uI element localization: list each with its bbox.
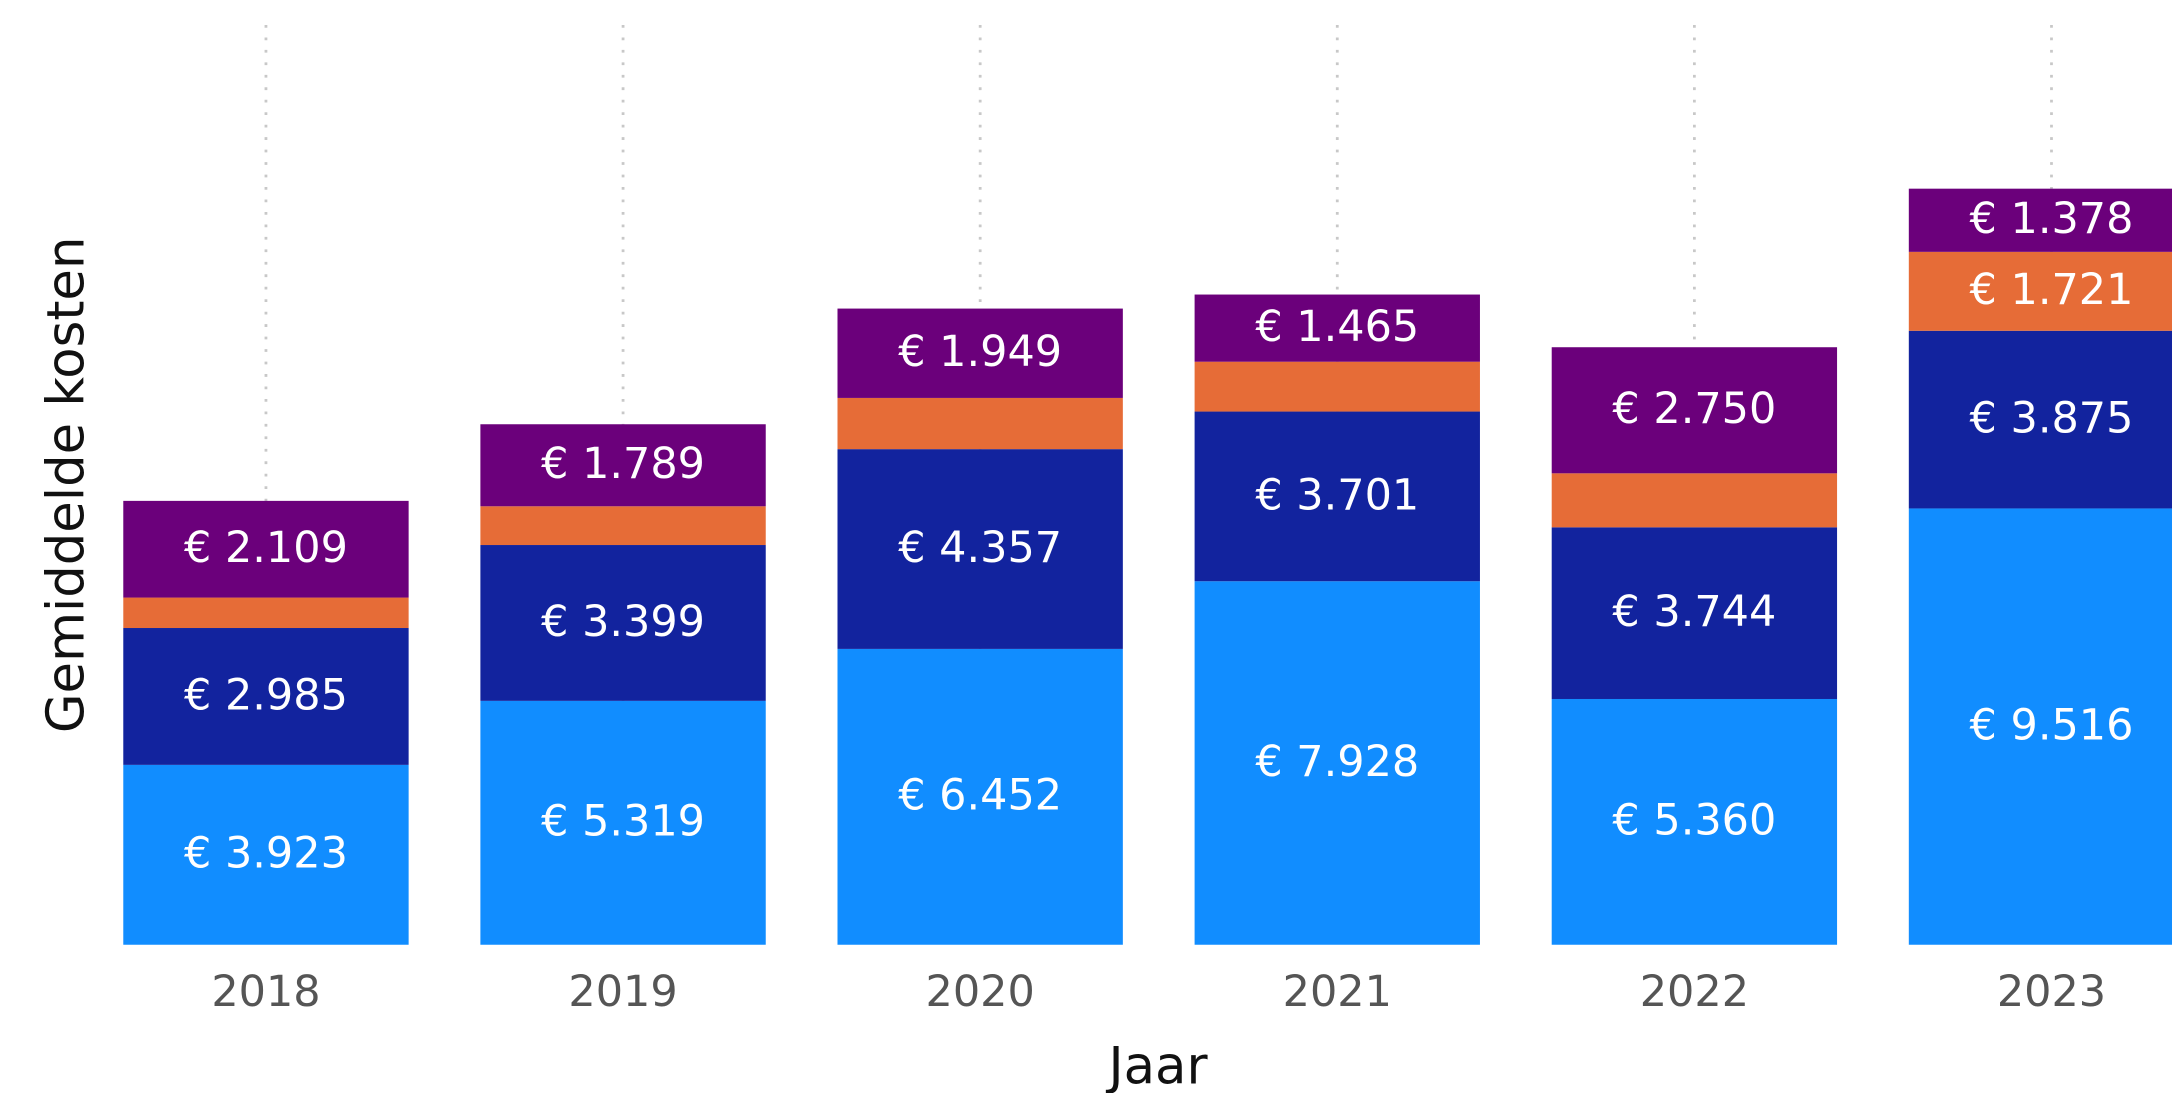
bar-segment [1908,330,2172,509]
bar-segment [1551,698,1838,945]
value-label: € 9.516 [1970,700,2134,750]
bar-segment [1908,251,2172,331]
bar-segment [123,597,409,629]
bar-segment [1551,473,1838,528]
bar-segment [1194,361,1480,412]
x-tick-label: 2023 [1997,967,2106,1017]
bar-segment [123,500,409,598]
bars [123,188,2172,945]
bar-segment [837,449,1123,649]
value-label: € 3.744 [1612,587,1776,637]
value-label: € 2.750 [1612,384,1776,434]
value-label: € 1.789 [541,439,705,489]
value-label: € 3.399 [541,597,705,647]
value-label: € 5.360 [1612,796,1776,846]
value-label: € 6.452 [898,771,1062,821]
bar-segment [837,648,1123,945]
value-label: € 2.985 [184,670,348,720]
bar-segment [480,700,766,945]
x-tick-label: 2018 [211,967,320,1017]
labels: 2018 € 3.923 € 2.985 € 2.109 2019 € 5.319 € 3.… [184,194,2133,1017]
value-label: € 3.923 [184,829,348,879]
bar-segment [1908,508,2172,945]
bar-segment [1908,188,2172,252]
x-tick-label: 2021 [1283,967,1392,1017]
value-label: € 1.465 [1255,302,1419,352]
bar-segment [123,764,409,945]
x-axis-title: Jaar [1106,1036,1209,1093]
value-label: € 5.319 [541,797,705,847]
bar-segment [1194,294,1480,362]
bar-segment [480,545,766,701]
x-tick-label: 2019 [568,967,677,1017]
bar-segment [1551,347,1838,474]
value-label: € 2.109 [184,523,348,573]
bar-segment [837,308,1123,398]
bar-segment [1194,581,1480,945]
bar-segment [480,424,766,507]
bar-segment [480,506,766,546]
x-tick-label: 2020 [926,967,1035,1017]
value-label: € 1.949 [898,327,1062,377]
value-label: € 7.928 [1255,737,1419,787]
value-label: € 1.721 [1970,265,2134,315]
bar-segment [1194,411,1480,582]
x-tick-label: 2022 [1640,967,1749,1017]
bar-segment [123,628,409,765]
bar-segment [1551,527,1838,699]
bar-segment [837,397,1123,450]
value-label: € 3.875 [1970,393,2134,443]
value-label: € 1.378 [1970,194,2134,244]
value-label: € 3.701 [1255,470,1419,520]
value-label: € 4.357 [898,523,1062,573]
y-axis-title: Gemiddelde kosten [36,237,96,734]
